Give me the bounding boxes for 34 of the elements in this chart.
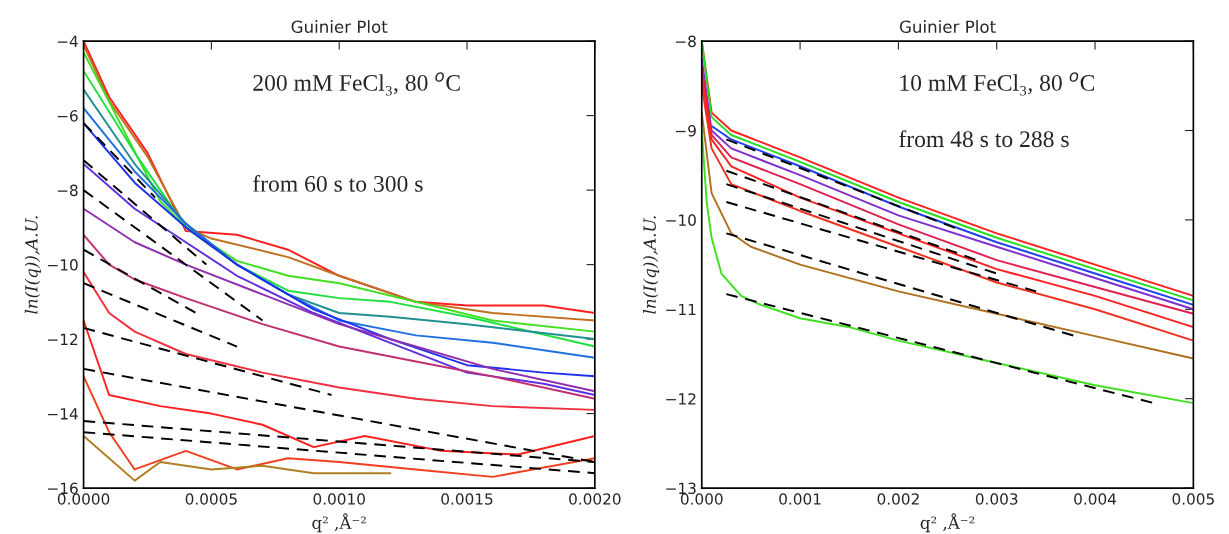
- x-axis-title: q² ,Å⁻²: [920, 513, 975, 533]
- y-tick-label: −6: [57, 110, 78, 122]
- chart-title: Guinier Plot: [899, 20, 996, 34]
- y-tick-label: −10: [666, 214, 696, 226]
- x-tick-label: 0.003: [975, 493, 1018, 505]
- y-tick-label: −12: [666, 393, 696, 405]
- x-tick-label: 0.001: [779, 493, 821, 505]
- y-axis-title: ln(I(q)),A.U.: [642, 216, 660, 314]
- annotation: from 60 s to 300 s: [253, 174, 423, 192]
- y-tick-label: −10: [48, 259, 78, 271]
- annotation: 200 mM FeCl₃, 80 $^{o}$C: [253, 72, 460, 96]
- annotation: 10 mM FeCl₃, 80 $^{o}$C: [900, 72, 1095, 96]
- x-tick-label: 0.004: [1074, 493, 1117, 505]
- y-tick-label: −4: [57, 35, 78, 47]
- y-axis-title: ln(I(q)),A.U.: [24, 216, 41, 314]
- y-tick-label: −11: [666, 303, 696, 316]
- y-tick-label: −8: [57, 184, 78, 197]
- y-tick-label: −16: [48, 482, 78, 495]
- y-tick-label: −14: [48, 408, 78, 420]
- y-tick-label: −12: [48, 333, 78, 345]
- y-tick-label: −9: [675, 124, 696, 137]
- annotation: from 48 s to 288 s: [899, 130, 1069, 148]
- x-tick-label: 0.005: [1172, 493, 1214, 505]
- x-axis-title: q² ,Å⁻²: [312, 513, 366, 533]
- x-tick-label: 0.0020: [569, 493, 621, 505]
- y-tick-label: −13: [666, 482, 696, 495]
- y-tick-label: −8: [675, 35, 696, 48]
- x-tick-label: 0.0010: [313, 493, 365, 505]
- x-tick-label: 0.000: [680, 493, 723, 505]
- x-tick-label: 0.0005: [185, 493, 237, 505]
- x-tick-label: 0.002: [877, 493, 919, 505]
- chart-title: Guinier Plot: [291, 20, 388, 34]
- x-tick-label: 0.0015: [441, 493, 493, 505]
- x-tick-label: 0.0000: [57, 493, 110, 505]
